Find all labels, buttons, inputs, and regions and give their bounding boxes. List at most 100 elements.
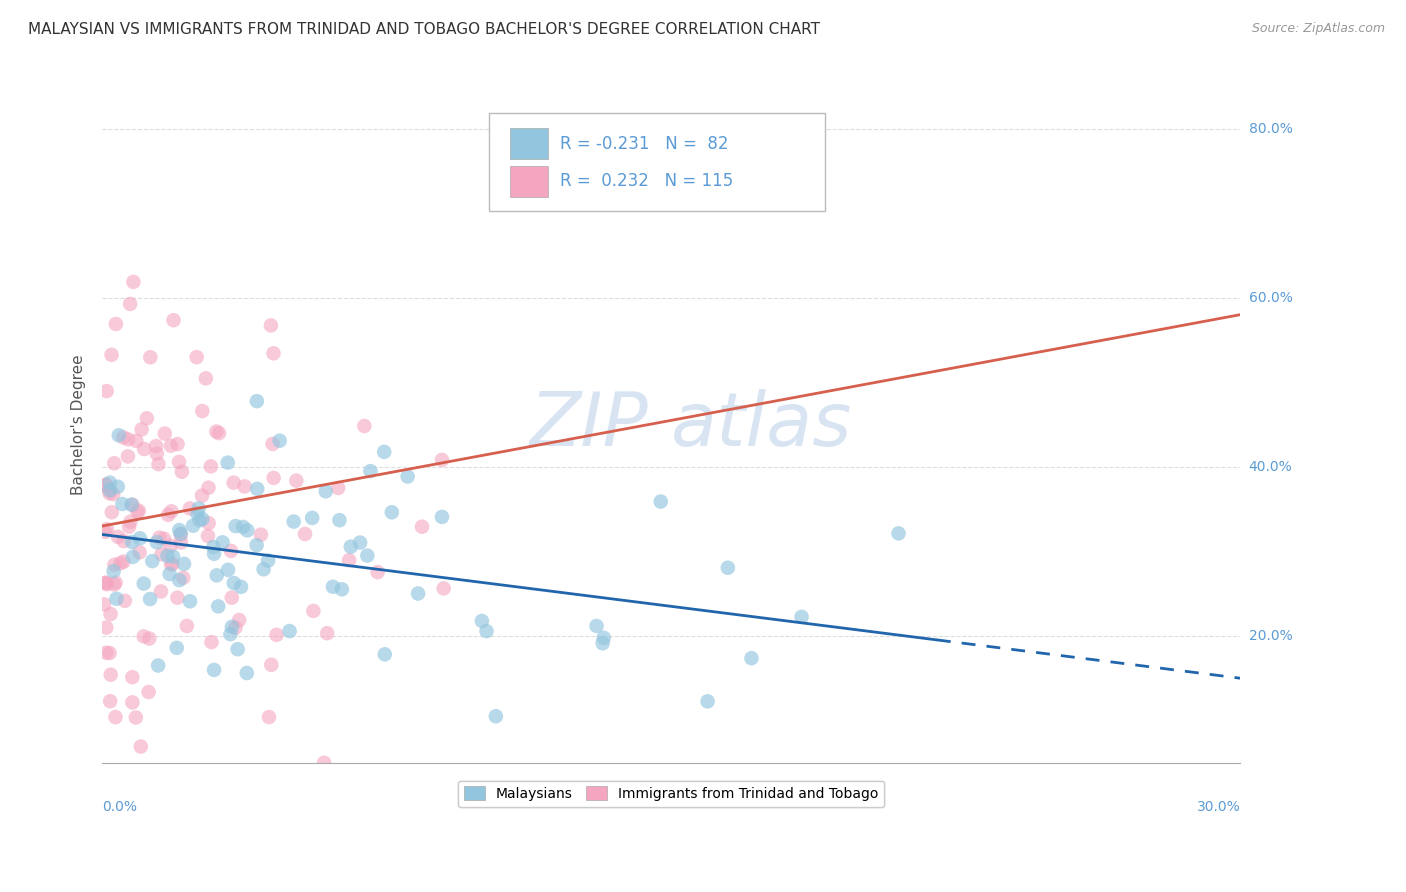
- Point: [167, 573, 190, 587]
- Point: [592, 636, 614, 650]
- Point: [260, 318, 283, 333]
- Point: [262, 437, 284, 451]
- Point: [887, 526, 910, 541]
- Point: [250, 527, 273, 541]
- Point: [191, 489, 214, 503]
- Point: [170, 526, 193, 541]
- Point: [98, 646, 121, 660]
- Point: [353, 419, 375, 434]
- Point: [100, 667, 122, 681]
- Point: [197, 529, 219, 543]
- Point: [217, 456, 239, 470]
- Point: [433, 582, 456, 596]
- Point: [229, 580, 252, 594]
- Point: [107, 530, 129, 544]
- Point: [197, 481, 219, 495]
- Legend: Malaysians, Immigrants from Trinidad and Tobago: Malaysians, Immigrants from Trinidad and…: [458, 780, 884, 806]
- Text: MALAYSIAN VS IMMIGRANTS FROM TRINIDAD AND TOBAGO BACHELOR'S DEGREE CORRELATION C: MALAYSIAN VS IMMIGRANTS FROM TRINIDAD AN…: [28, 22, 820, 37]
- Point: [135, 411, 157, 425]
- Point: [146, 535, 169, 549]
- Point: [232, 520, 254, 534]
- Point: [170, 535, 193, 549]
- Point: [191, 404, 214, 418]
- Point: [169, 527, 191, 541]
- Point: [236, 524, 259, 538]
- Point: [100, 607, 122, 621]
- Point: [98, 486, 121, 500]
- Point: [146, 658, 169, 673]
- Point: [406, 586, 429, 600]
- Point: [224, 621, 246, 635]
- Point: [367, 565, 389, 579]
- Point: [205, 425, 228, 439]
- Point: [160, 439, 183, 453]
- Point: [322, 580, 344, 594]
- Point: [153, 426, 176, 441]
- Point: [187, 501, 209, 516]
- Point: [127, 505, 149, 519]
- Point: [150, 547, 173, 561]
- Point: [111, 497, 134, 511]
- Point: [128, 504, 150, 518]
- Point: [246, 538, 269, 552]
- Point: [138, 632, 160, 646]
- Point: [186, 350, 208, 364]
- Point: [257, 710, 280, 724]
- Point: [166, 640, 188, 655]
- Point: [226, 642, 249, 657]
- Point: [330, 582, 353, 597]
- Point: [430, 509, 453, 524]
- Point: [118, 519, 141, 533]
- Point: [263, 346, 285, 360]
- Text: R = -0.231   N =  82: R = -0.231 N = 82: [560, 135, 728, 153]
- Point: [373, 445, 395, 459]
- Point: [312, 756, 335, 770]
- Point: [257, 553, 280, 567]
- Point: [107, 428, 129, 442]
- Point: [132, 629, 155, 643]
- Point: [148, 457, 170, 471]
- Text: Source: ZipAtlas.com: Source: ZipAtlas.com: [1251, 22, 1385, 36]
- Point: [252, 562, 274, 576]
- Point: [110, 556, 132, 570]
- Point: [202, 663, 225, 677]
- Point: [103, 564, 125, 578]
- FancyBboxPatch shape: [509, 166, 548, 196]
- Point: [159, 566, 181, 581]
- Point: [211, 535, 233, 549]
- Point: [93, 598, 115, 612]
- Point: [160, 557, 183, 571]
- Point: [96, 646, 118, 660]
- Point: [315, 484, 337, 499]
- Point: [740, 651, 762, 665]
- Point: [381, 505, 404, 519]
- Point: [94, 576, 117, 591]
- Point: [129, 739, 152, 754]
- Point: [166, 437, 188, 451]
- FancyBboxPatch shape: [509, 128, 548, 160]
- Point: [120, 515, 142, 529]
- Point: [328, 513, 350, 527]
- Point: [194, 371, 217, 385]
- Point: [219, 627, 242, 641]
- Point: [717, 560, 740, 574]
- Point: [246, 394, 269, 409]
- Text: 80.0%: 80.0%: [1249, 121, 1292, 136]
- Text: R =  0.232   N = 115: R = 0.232 N = 115: [560, 172, 733, 190]
- Point: [225, 519, 247, 533]
- Point: [328, 481, 350, 495]
- Point: [141, 554, 163, 568]
- Point: [160, 504, 183, 518]
- Point: [122, 549, 145, 564]
- Point: [121, 498, 143, 512]
- Point: [159, 539, 181, 553]
- Point: [302, 604, 325, 618]
- Point: [117, 450, 139, 464]
- Point: [153, 532, 176, 546]
- Point: [156, 549, 179, 563]
- Point: [139, 592, 162, 607]
- Point: [219, 544, 242, 558]
- Point: [148, 531, 170, 545]
- Point: [98, 483, 121, 498]
- Point: [98, 483, 121, 498]
